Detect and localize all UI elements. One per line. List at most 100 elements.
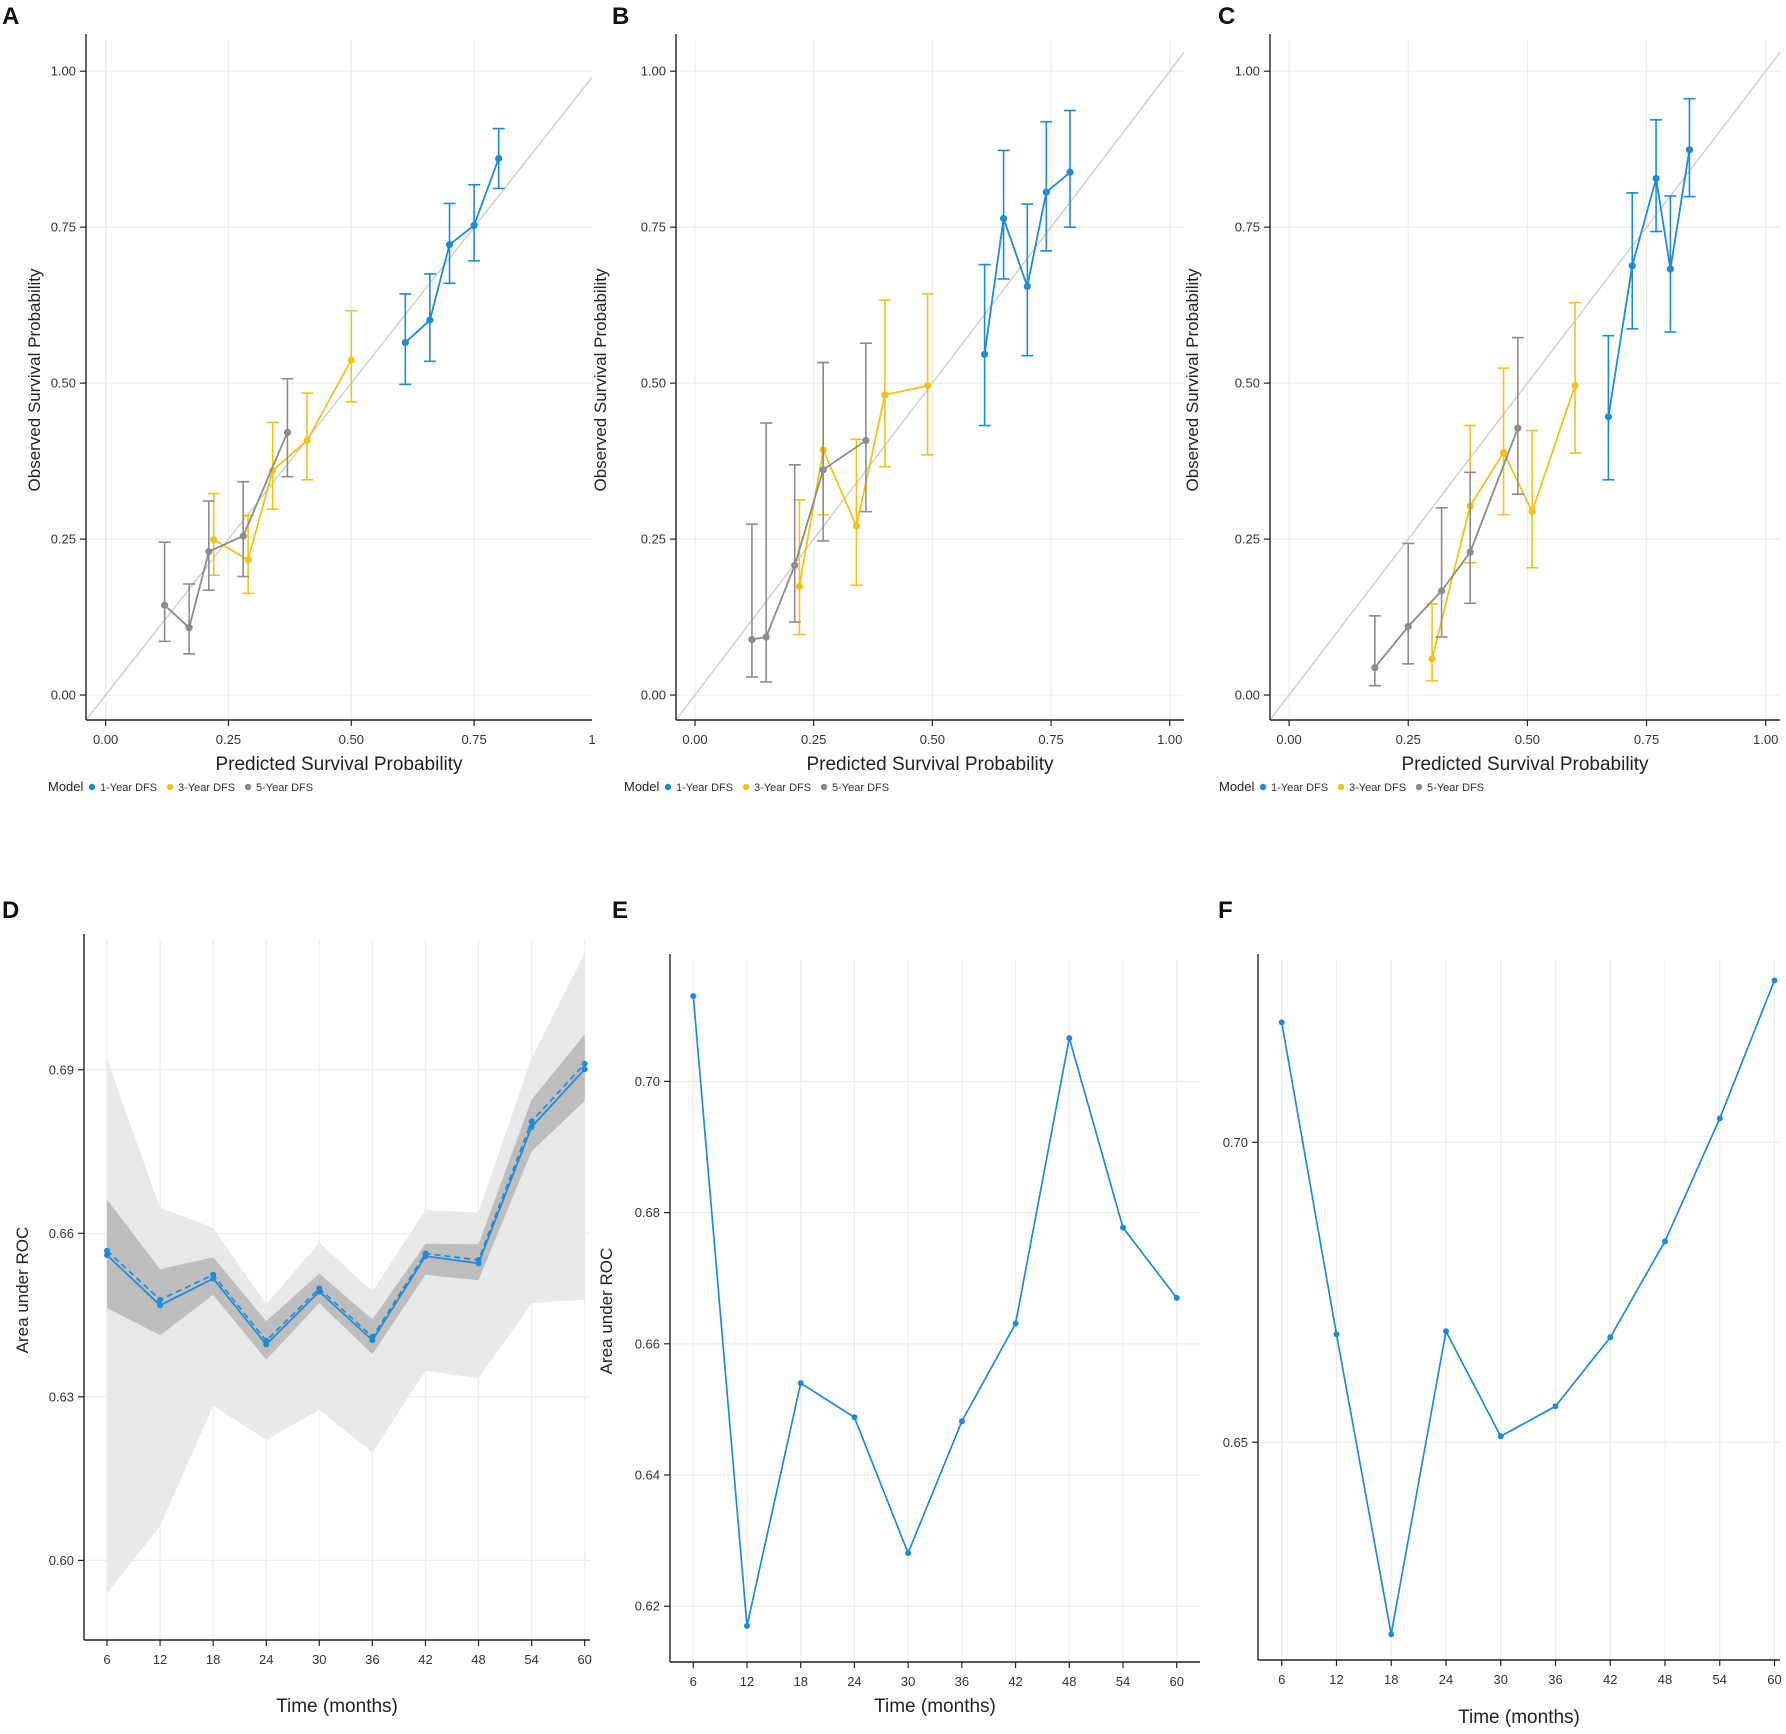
data-point	[581, 1060, 588, 1067]
chart-b: 0.00 0.25 0.50 0.75 1.00 0.00 0.25 0.50 0.75 1.00…	[591, 34, 1185, 794]
data-point	[263, 1337, 270, 1344]
data-point	[1652, 174, 1660, 183]
y-tick-label: 0.25	[641, 532, 666, 547]
x-tick-label: 54	[1116, 1674, 1130, 1689]
y-tick-label: 0.50	[51, 376, 76, 391]
y-tick-label: 0.75	[641, 220, 666, 235]
x-tick-label: 54	[1713, 1672, 1727, 1687]
confidence-band-outer	[107, 953, 585, 1594]
data-point	[1499, 448, 1508, 456]
y-tick-label: 0.75	[1235, 220, 1260, 235]
y-tick-label: 0.63	[49, 1389, 74, 1404]
confidence-band-inner	[107, 1034, 585, 1360]
x-tick-label: 24	[847, 1674, 861, 1689]
data-point	[157, 1296, 164, 1303]
panel-label-d: D	[2, 897, 19, 924]
data-point	[244, 556, 252, 564]
y-axis-title: Observed Survival Probability	[25, 268, 44, 491]
data-point	[161, 601, 169, 609]
series-1-year-dfs	[399, 127, 505, 386]
x-tick-label: 18	[793, 1674, 807, 1689]
x-tick-label: 12	[1329, 1672, 1343, 1687]
x-tick-label: 60	[577, 1652, 591, 1667]
chart-d: 6 12 18 24 30 36 42 48 54 60 0.60 0.63 0.66 0.69 Time …	[13, 934, 592, 1717]
chart-f: 6 12 18 24 30 36 42 48 54 60 0.65 0.70 Time (months)	[1223, 954, 1782, 1728]
data-point	[1120, 1224, 1127, 1231]
y-tick-label: 0.50	[1235, 376, 1260, 391]
panel-label-e: E	[612, 897, 628, 924]
data-point	[795, 582, 804, 591]
data-point	[401, 338, 409, 347]
panel-b: B	[612, 3, 629, 30]
data-point	[905, 1550, 912, 1557]
y-tick-label: 0.68	[635, 1205, 660, 1220]
x-tick-label: 12	[153, 1652, 167, 1667]
legend-marker	[244, 783, 252, 791]
x-tick-label: 12	[740, 1674, 754, 1689]
auc-line	[1280, 980, 1776, 1635]
data-point	[157, 1302, 164, 1309]
x-axis-title: Time (months)	[874, 1696, 996, 1717]
x-tick-label: 48	[471, 1652, 485, 1667]
data-point	[185, 624, 193, 632]
x-axis-title: Time (months)	[276, 1696, 398, 1717]
y-tick-label: 0.62	[635, 1599, 660, 1614]
data-point	[1442, 1328, 1449, 1335]
series-line	[213, 359, 353, 562]
series-3-year-dfs	[793, 293, 934, 636]
y-tick-label: 0.70	[1223, 1135, 1248, 1150]
data-point	[999, 214, 1008, 223]
legend: Model 1-Year DFS 3-Year DFS 5-Year DFS	[1219, 779, 1484, 794]
legend-title: Model	[624, 779, 660, 794]
x-tick-label-cut: 1	[588, 732, 595, 747]
legend-label: 5-Year DFS	[1427, 782, 1484, 794]
series-3-year-dfs	[207, 309, 358, 595]
y-tick-label: 0.65	[1223, 1435, 1248, 1450]
data-point	[690, 993, 697, 1000]
data-point	[528, 1118, 535, 1125]
y-tick-label: 0.75	[51, 220, 76, 235]
data-point	[283, 428, 292, 437]
panel-d: D	[2, 897, 19, 924]
x-tick-label: 36	[955, 1674, 969, 1689]
data-point	[743, 1622, 750, 1629]
x-tick-label: 60	[1767, 1672, 1781, 1687]
data-point	[239, 532, 247, 540]
series-5-year-dfs	[745, 342, 872, 683]
series-5-year-dfs	[158, 377, 294, 655]
data-point	[762, 633, 770, 641]
legend: Model 1-Year DFS 3-Year DFS 5-Year DFS	[48, 779, 313, 794]
x-tick-label: 36	[1548, 1672, 1562, 1687]
data-point	[1404, 622, 1412, 631]
x-tick-label: 0.00	[682, 732, 707, 747]
data-point	[748, 635, 756, 644]
data-point	[1552, 1403, 1559, 1410]
data-point	[1571, 382, 1579, 390]
reference-diagonal	[1269, 51, 1781, 721]
legend-title: Model	[48, 779, 84, 794]
data-point	[1023, 282, 1031, 291]
data-point	[797, 1380, 804, 1387]
legend-marker	[664, 783, 672, 791]
x-tick-label: 6	[1278, 1672, 1285, 1687]
x-tick-label: 30	[901, 1674, 915, 1689]
data-point	[475, 1257, 482, 1264]
auc-line-dashed	[106, 1063, 586, 1342]
y-axis-title: Observed Survival Probability	[591, 268, 610, 491]
y-tick-label: 0.70	[635, 1074, 660, 1089]
data-point	[1388, 1631, 1395, 1638]
data-point	[1685, 146, 1694, 154]
legend-marker	[1259, 783, 1267, 791]
legend-title: Model	[1219, 779, 1255, 794]
panel-e: E	[612, 897, 628, 924]
legend-label: 5-Year DFS	[832, 782, 889, 794]
y-tick-label: 1.00	[641, 64, 666, 79]
data-point	[495, 154, 503, 163]
series-1-year-dfs	[978, 109, 1077, 427]
series-5-year-dfs	[1368, 336, 1524, 687]
legend-label: 1-Year DFS	[676, 782, 733, 794]
y-axis-title: Area under ROC	[13, 1227, 32, 1354]
panel-c: C	[1218, 3, 1235, 30]
series-line	[163, 432, 289, 630]
data-point	[881, 391, 889, 399]
